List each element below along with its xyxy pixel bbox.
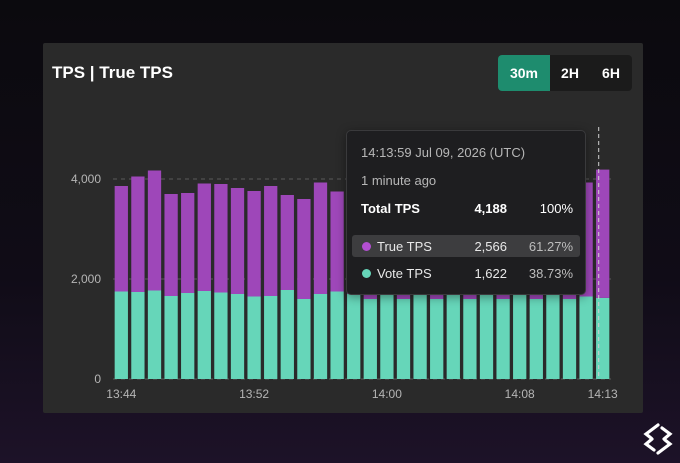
bar-vote-tps [181,293,195,379]
bar-vote-tps [562,299,577,379]
bar-true-tps [181,193,195,293]
bar-vote-tps [496,299,510,379]
vote-tps-percent: 38.73% [528,266,573,281]
bar-vote-tps [380,294,394,379]
y-tick-label: 2,000 [71,272,101,286]
vote-tps-label: Vote TPS [377,266,432,281]
chart-tooltip: 14:13:59 Jul 09, 2026 (UTC) 1 minute ago… [346,130,586,295]
bar-vote-tps [396,299,411,379]
tooltip-vote-tps-row: Vote TPS 1,622 38.73% [347,262,585,284]
bar-vote-tps [579,296,593,379]
bar-true-tps [264,186,278,296]
bar-vote-tps [197,291,211,379]
y-tick-label: 0 [94,372,101,386]
tooltip-true-tps-row: True TPS 2,566 61.27% [352,235,580,257]
x-tick-label: 14:00 [372,387,402,401]
true-tps-percent: 61.27% [528,239,573,254]
brand-logo-icon [643,423,673,455]
x-tick-label: 13:44 [106,387,136,401]
bar-true-tps [164,194,178,296]
bar-vote-tps [131,292,145,379]
x-tick-label: 14:13 [588,387,618,401]
total-tps-value: 4,188 [474,201,507,216]
bar-true-tps [596,169,610,298]
bar-true-tps [147,170,162,291]
bar-vote-tps [430,299,444,379]
bar-vote-tps [479,294,494,379]
bar-vote-tps [214,292,228,379]
range-30m-button[interactable]: 30m [498,55,550,91]
vote-tps-dot-icon [362,269,371,278]
tooltip-total-row: Total TPS 4,188 100% [347,197,585,219]
bar-true-tps [280,195,294,290]
bar-true-tps [114,186,128,292]
x-tick-label: 14:08 [505,387,535,401]
x-tick-label: 13:52 [239,387,269,401]
bar-true-tps [247,191,261,297]
tooltip-timestamp: 14:13:59 Jul 09, 2026 (UTC) [361,145,526,160]
bar-vote-tps [463,299,477,379]
tooltip-relative-time: 1 minute ago [361,173,437,188]
bar-true-tps [313,182,328,294]
bar-vote-tps [114,291,128,379]
bar-vote-tps [147,290,162,379]
bar-true-tps [330,191,344,292]
bar-vote-tps [347,294,361,379]
total-tps-label: Total TPS [361,201,420,216]
bar-vote-tps [513,294,527,379]
bar-vote-tps [230,294,245,379]
bar-vote-tps [264,296,278,379]
true-tps-label: True TPS [377,239,432,254]
total-tps-percent: 100% [539,201,573,216]
bar-vote-tps [529,299,543,379]
y-tick-label: 4,000 [71,172,101,186]
bar-vote-tps [330,291,344,379]
chart-title: TPS | True TPS [52,63,173,82]
true-tps-value: 2,566 [474,239,507,254]
bar-true-tps [131,176,145,292]
bar-vote-tps [280,290,294,379]
bar-vote-tps [446,294,460,379]
bar-true-tps [214,184,228,293]
bar-true-tps [297,199,311,299]
bar-vote-tps [413,294,427,379]
range-6h-button[interactable]: 6H [602,65,620,81]
bar-true-tps [230,188,245,294]
bar-vote-tps [313,294,328,379]
bar-true-tps [197,183,211,291]
bar-vote-tps [596,297,610,379]
vote-tps-value: 1,622 [474,266,507,281]
bar-vote-tps [164,296,178,379]
range-2h-button[interactable]: 2H [561,65,579,81]
bar-vote-tps [297,299,311,379]
bar-vote-tps [247,296,261,379]
time-range-selector: 30m 2H 6H [498,55,632,91]
true-tps-dot-icon [362,242,371,251]
x-axis-ticks: 13:44 13:52 14:00 14:08 14:13 [106,387,618,401]
y-axis-ticks: 0 2,000 4,000 [71,172,101,386]
bar-vote-tps [363,299,377,379]
bar-vote-tps [546,294,560,379]
tps-chart-card: TPS | True TPS 30m 2H 6H 0 2,000 4,000 13:… [43,43,643,413]
